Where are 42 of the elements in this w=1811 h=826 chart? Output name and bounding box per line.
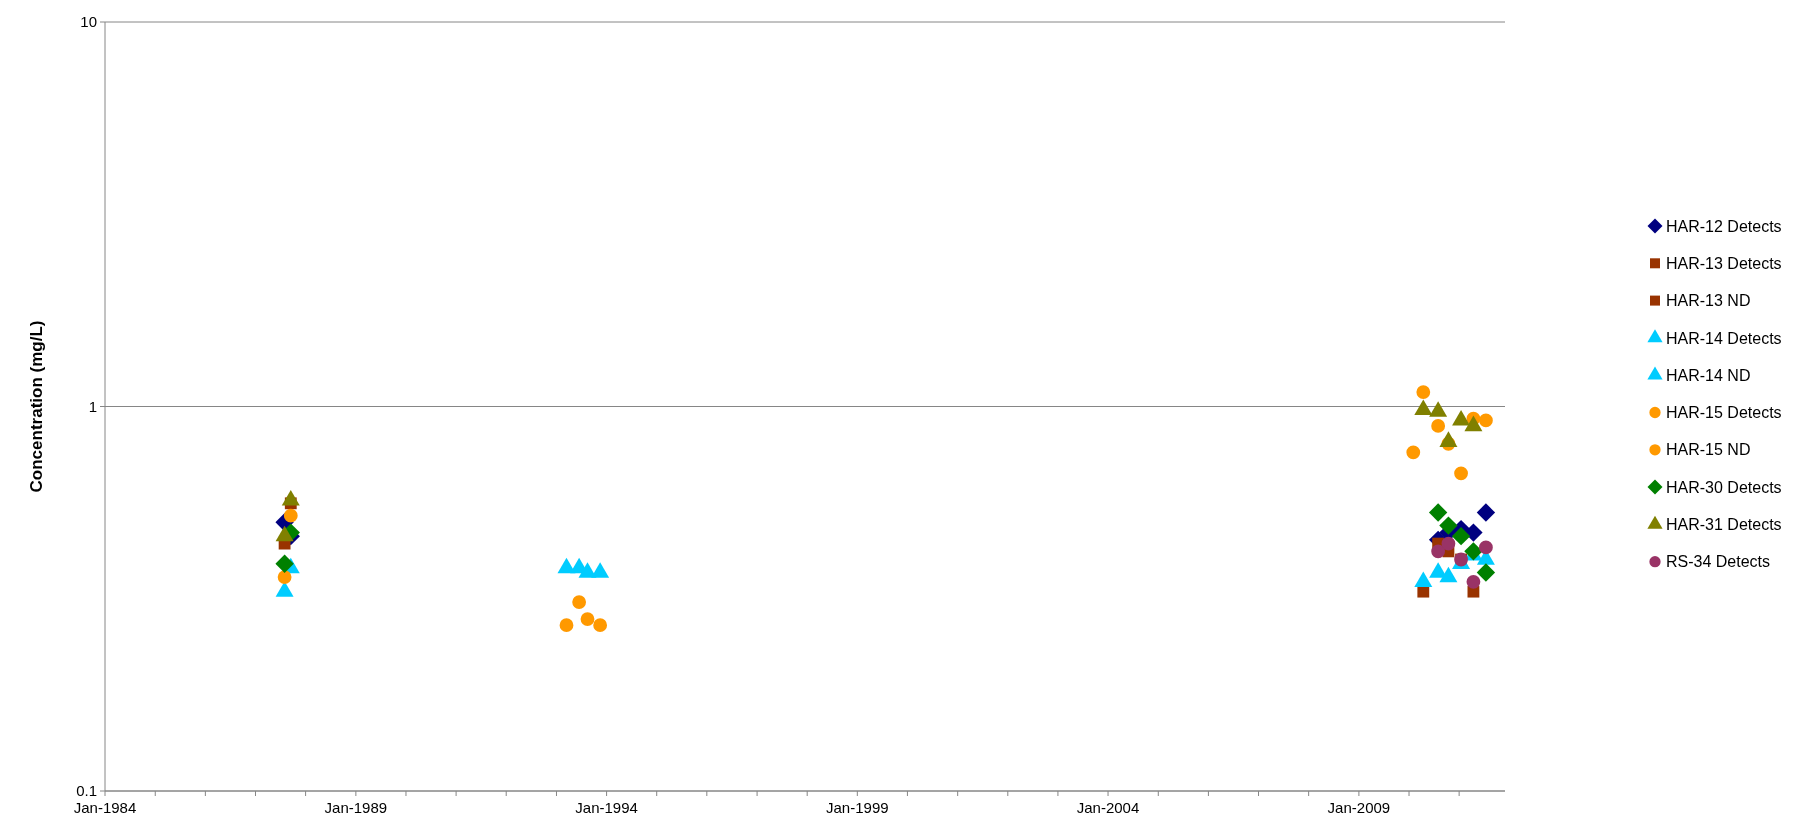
point xyxy=(1464,523,1483,542)
x-tick-label: Jan-1989 xyxy=(324,799,388,816)
x-tick-label: Jan-1994 xyxy=(575,799,638,816)
point xyxy=(1476,503,1496,522)
point xyxy=(277,570,292,584)
point xyxy=(1466,574,1481,589)
point xyxy=(593,618,608,633)
point xyxy=(1431,419,1446,433)
point xyxy=(572,595,587,609)
legend-label: RS-34 Detects xyxy=(1666,553,1771,571)
point xyxy=(1454,466,1468,481)
point xyxy=(1441,536,1456,551)
legend-label: HAR-14 Detects xyxy=(1666,329,1782,347)
point xyxy=(1479,413,1493,428)
point xyxy=(1428,503,1448,522)
point xyxy=(559,618,574,633)
legend-label: HAR-13 ND xyxy=(1666,292,1751,310)
y-tick-label: 10 xyxy=(80,13,97,31)
point xyxy=(580,612,595,626)
point xyxy=(1476,563,1496,582)
point xyxy=(283,508,298,523)
legend-label: HAR-14 ND xyxy=(1666,366,1751,384)
point xyxy=(1479,540,1493,555)
legend-label: HAR-15 ND xyxy=(1666,441,1751,459)
x-tick-label: Jan-1999 xyxy=(826,799,889,816)
x-tick-label: Jan-1984 xyxy=(73,799,137,816)
x-tick-label: Jan-2004 xyxy=(1076,799,1140,816)
point xyxy=(1451,526,1471,546)
legend-label: HAR-13 Detects xyxy=(1666,254,1782,272)
y-tick-label: 1 xyxy=(88,397,97,415)
legend-label: HAR-12 Detects xyxy=(1666,217,1782,235)
point xyxy=(275,554,294,573)
legend-label: HAR-30 Detects xyxy=(1666,478,1782,496)
y-tick-label: 0.1 xyxy=(76,782,97,800)
y-axis-title: Concentration (mg/L) xyxy=(27,320,46,493)
x-tick-label: Jan-2009 xyxy=(1327,799,1391,816)
point xyxy=(1406,445,1421,460)
point xyxy=(1439,516,1458,535)
point xyxy=(1431,544,1446,559)
legend-label: HAR-31 Detects xyxy=(1666,516,1782,533)
point xyxy=(1416,385,1431,400)
legend-label: HAR-15 Detects xyxy=(1666,404,1782,422)
